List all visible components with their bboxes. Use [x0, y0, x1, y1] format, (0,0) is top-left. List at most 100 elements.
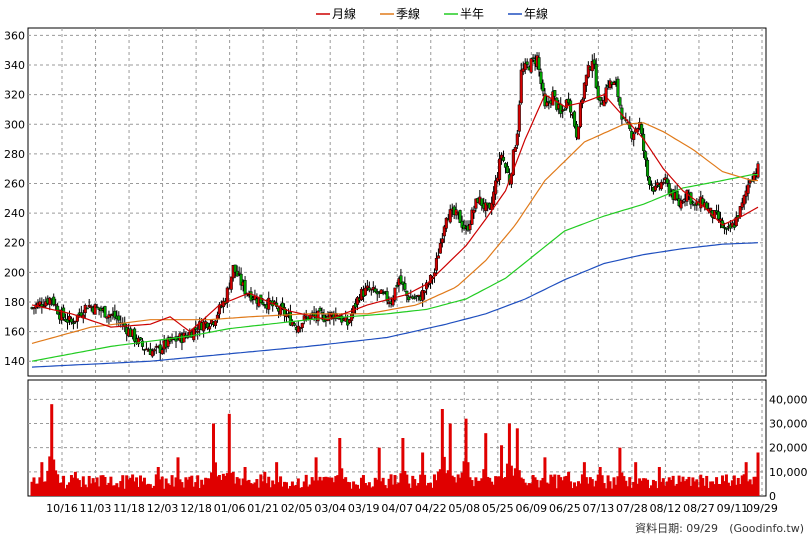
- volume-bar: [217, 475, 221, 496]
- volume-bar: [121, 475, 125, 496]
- volume-bar: [575, 486, 578, 496]
- volume-bar: [338, 438, 342, 496]
- candle-body: [393, 287, 397, 301]
- volume-bar: [308, 484, 312, 496]
- candle-body: [713, 210, 717, 219]
- volume-bar: [659, 481, 663, 496]
- volume-bar: [450, 475, 454, 496]
- candle-body: [665, 178, 669, 184]
- volume-bar: [241, 478, 245, 496]
- volume-bar: [529, 483, 533, 496]
- volume-bar: [517, 470, 521, 496]
- x-tick-label: 11/18: [113, 502, 145, 515]
- volume-bar: [146, 483, 150, 496]
- volume-bar: [56, 474, 60, 496]
- volume-bar: [194, 482, 198, 496]
- candle-body: [468, 223, 472, 231]
- candle-body: [213, 320, 218, 326]
- volume-bar: [742, 474, 746, 496]
- volume-bar: [148, 484, 152, 496]
- volume-bar: [713, 484, 717, 496]
- volume-bar: [251, 484, 255, 496]
- candle-body: [586, 65, 590, 78]
- candle-body: [519, 69, 523, 104]
- volume-bar: [142, 477, 146, 496]
- candle-body: [592, 59, 596, 65]
- candle-body: [480, 198, 484, 206]
- price-tick-label: 160: [4, 326, 25, 339]
- volume-bar: [281, 486, 285, 496]
- volume-bar: [523, 482, 527, 496]
- candle-body: [208, 326, 212, 330]
- volume-bar: [543, 457, 547, 496]
- volume-tick-label: 20,000: [769, 442, 808, 455]
- volume-bar: [237, 478, 241, 496]
- volume-bar: [494, 476, 498, 496]
- candle-body: [484, 202, 488, 211]
- candle-body: [381, 292, 385, 294]
- volume-bar: [719, 484, 723, 496]
- volume-bar: [160, 476, 164, 496]
- candle-body: [645, 159, 650, 177]
- volume-bar: [527, 483, 531, 496]
- candle-body: [515, 133, 519, 146]
- volume-bar: [496, 476, 500, 496]
- volume-tick-label: 30,000: [769, 418, 808, 431]
- volume-bar: [99, 475, 103, 496]
- x-tick-label: 04/07: [381, 502, 413, 515]
- candle-body: [732, 224, 736, 228]
- volume-bar: [332, 482, 336, 496]
- volume-bar: [129, 477, 133, 496]
- candle-body: [103, 306, 107, 318]
- candle-body: [204, 321, 208, 325]
- candle-body: [555, 97, 559, 110]
- candle-body: [243, 280, 247, 295]
- volume-bar: [294, 484, 298, 496]
- volume-bar: [198, 488, 202, 496]
- volume-bar: [442, 456, 446, 496]
- candle-body: [300, 322, 304, 328]
- volume-bar: [284, 482, 288, 496]
- volume-bar: [306, 486, 310, 496]
- candle-body: [661, 182, 665, 184]
- volume-bar: [492, 484, 496, 496]
- volume-bar: [154, 474, 158, 496]
- volume-bar: [255, 479, 259, 496]
- volume-bar: [62, 475, 66, 496]
- volume-bar: [531, 475, 535, 496]
- volume-bar: [233, 483, 237, 496]
- candle-body: [365, 285, 369, 289]
- candle-body: [618, 97, 622, 106]
- volume-bar: [208, 478, 212, 496]
- candle-body: [144, 348, 148, 351]
- volume-bar: [247, 479, 251, 496]
- volume-bar: [231, 471, 235, 496]
- candle-body: [444, 217, 448, 229]
- price-tick-label: 200: [4, 266, 25, 279]
- price-tick-label: 220: [4, 237, 25, 250]
- volume-bar: [561, 480, 565, 496]
- volume-bar: [580, 474, 584, 496]
- volume-bar: [135, 477, 139, 496]
- volume-bar: [206, 478, 210, 496]
- volume-bar: [288, 486, 292, 496]
- volume-bar: [176, 457, 180, 496]
- legend-label: 年線: [524, 6, 548, 21]
- price-tick-label: 320: [4, 89, 25, 102]
- volume-bar: [436, 471, 440, 496]
- volume-bar: [403, 470, 407, 496]
- volume-tick-label: 40,000: [769, 393, 808, 406]
- candle-body: [675, 190, 679, 200]
- candle-body: [738, 206, 742, 217]
- volume-bar: [434, 480, 438, 496]
- volume-bar: [172, 486, 176, 496]
- legend-label: 半年: [460, 7, 484, 21]
- candle-body: [647, 176, 652, 185]
- volume-bar: [409, 487, 413, 496]
- volume-bar: [261, 481, 265, 496]
- volume-bar: [460, 472, 464, 496]
- candle-body: [298, 327, 302, 330]
- volume-bar: [213, 462, 217, 496]
- volume-bar: [180, 482, 184, 496]
- candle-body: [539, 71, 543, 84]
